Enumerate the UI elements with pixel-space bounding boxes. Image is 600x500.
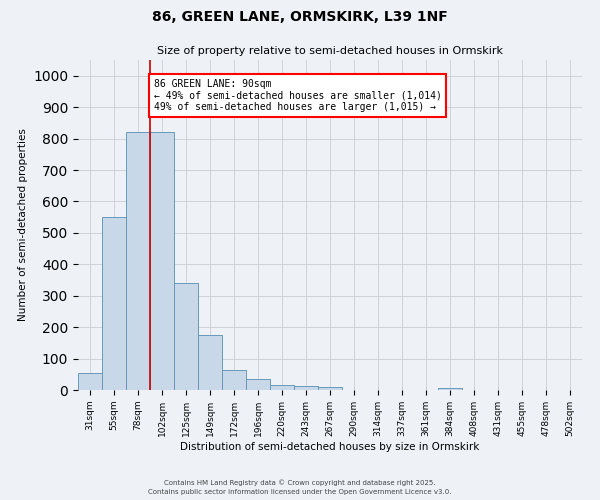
Text: 86 GREEN LANE: 90sqm
← 49% of semi-detached houses are smaller (1,014)
49% of se: 86 GREEN LANE: 90sqm ← 49% of semi-detac…	[154, 79, 442, 112]
Text: 86, GREEN LANE, ORMSKIRK, L39 1NF: 86, GREEN LANE, ORMSKIRK, L39 1NF	[152, 10, 448, 24]
Bar	[318, 388, 342, 390]
Bar	[198, 335, 222, 390]
Bar	[270, 386, 294, 390]
Bar	[150, 132, 174, 390]
Bar	[294, 386, 318, 390]
Text: Contains HM Land Registry data © Crown copyright and database right 2025.
Contai: Contains HM Land Registry data © Crown c…	[148, 480, 452, 495]
X-axis label: Distribution of semi-detached houses by size in Ormskirk: Distribution of semi-detached houses by …	[181, 442, 479, 452]
Bar	[246, 379, 270, 390]
Bar	[174, 283, 198, 390]
Title: Size of property relative to semi-detached houses in Ormskirk: Size of property relative to semi-detach…	[157, 46, 503, 56]
Bar	[438, 388, 462, 390]
Bar	[126, 132, 150, 390]
Bar	[222, 370, 246, 390]
Bar	[78, 372, 102, 390]
Y-axis label: Number of semi-detached properties: Number of semi-detached properties	[17, 128, 28, 322]
Bar	[102, 217, 126, 390]
